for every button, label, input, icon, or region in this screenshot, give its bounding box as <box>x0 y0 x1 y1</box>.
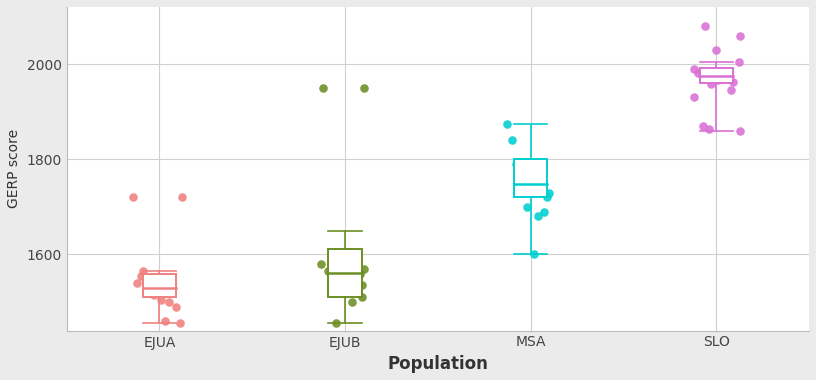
Point <box>698 23 712 29</box>
Point <box>687 66 700 72</box>
Point <box>158 318 171 324</box>
Point <box>173 320 186 326</box>
Point <box>506 137 519 143</box>
Point <box>331 275 344 281</box>
Point <box>355 282 368 288</box>
Point <box>517 178 530 184</box>
Point <box>140 290 153 296</box>
Point <box>700 71 713 78</box>
Y-axis label: GERP score: GERP score <box>7 129 21 208</box>
Bar <box>699 68 733 83</box>
Point <box>170 304 183 310</box>
Point <box>322 268 335 274</box>
Point <box>687 94 700 100</box>
Point <box>528 252 541 258</box>
Point <box>131 280 144 286</box>
Point <box>522 180 535 186</box>
Point <box>509 161 522 167</box>
Point <box>511 185 524 191</box>
Point <box>734 32 747 38</box>
Point <box>352 290 365 296</box>
Point <box>162 299 175 305</box>
Point <box>357 266 370 272</box>
Point <box>710 47 723 53</box>
Bar <box>328 249 361 297</box>
Point <box>703 126 716 132</box>
Point <box>175 194 188 200</box>
Point <box>695 68 708 74</box>
Point <box>135 273 148 279</box>
Point <box>355 294 368 300</box>
Bar <box>514 159 548 197</box>
Bar <box>143 274 176 297</box>
Point <box>136 268 149 274</box>
Point <box>541 194 554 200</box>
Point <box>726 79 739 85</box>
Point <box>314 261 327 267</box>
Point <box>734 128 747 134</box>
Point <box>144 285 157 291</box>
Point <box>349 278 362 284</box>
Point <box>521 204 534 210</box>
Point <box>329 320 342 326</box>
Point <box>725 87 738 93</box>
X-axis label: Population: Population <box>388 355 488 373</box>
Point <box>327 263 340 269</box>
Point <box>691 70 704 76</box>
Point <box>537 209 550 215</box>
Point <box>353 271 366 277</box>
Point <box>704 81 717 87</box>
Point <box>346 299 359 305</box>
Point <box>155 297 168 303</box>
Point <box>148 292 161 298</box>
Point <box>721 74 734 81</box>
Point <box>543 190 556 196</box>
Point <box>712 77 725 83</box>
Point <box>535 182 548 188</box>
Point <box>317 85 330 91</box>
Point <box>357 85 370 91</box>
Point <box>333 285 346 291</box>
Point <box>127 194 140 200</box>
Point <box>732 59 745 65</box>
Point <box>142 278 155 284</box>
Point <box>697 123 710 129</box>
Point <box>500 120 513 127</box>
Point <box>531 213 544 219</box>
